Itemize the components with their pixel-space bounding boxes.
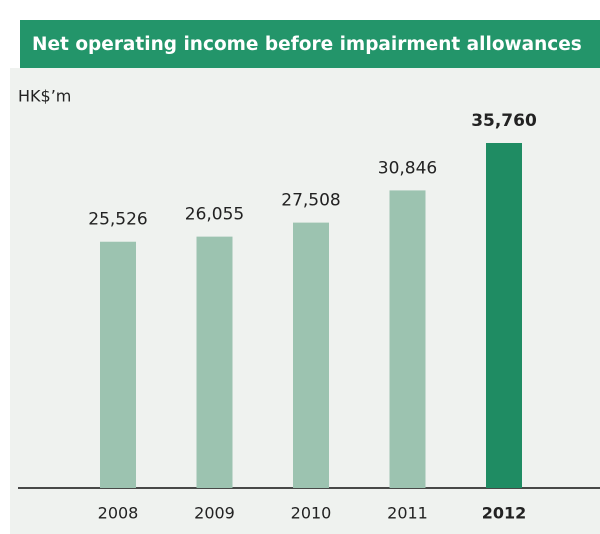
value-label: 25,526 [88,210,147,230]
chart-header [20,20,600,68]
x-tick-label: 2010 [291,504,332,523]
x-tick-label: 2011 [387,504,428,523]
value-label: 26,055 [185,205,244,225]
x-tick-label: 2009 [194,504,235,523]
bar [293,222,329,488]
unit-label: HK$’m [18,87,71,106]
bar [486,143,522,488]
value-label: 27,508 [281,191,340,211]
bar [100,241,136,488]
value-label: 35,760 [471,111,537,131]
x-tick-label: 2012 [482,504,527,523]
bar [389,190,426,488]
value-label: 30,846 [378,158,437,178]
chart-title: Net operating income before impairment a… [32,34,582,55]
bar [196,236,233,488]
x-tick-label: 2008 [98,504,139,523]
